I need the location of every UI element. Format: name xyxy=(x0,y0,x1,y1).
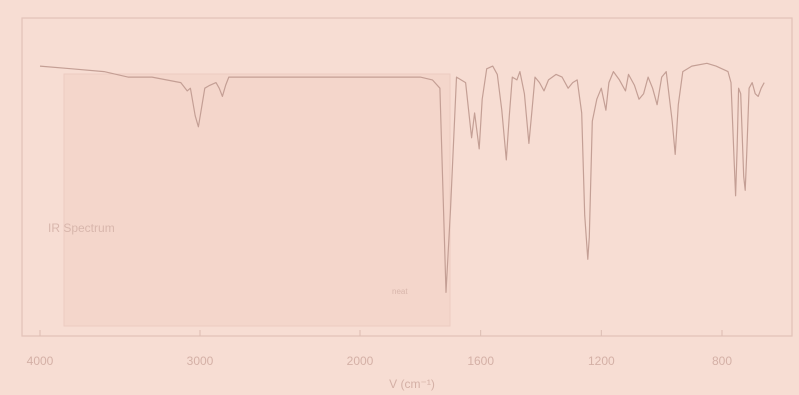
spectrum-annotation: IR Spectrum xyxy=(48,221,115,235)
x-tick-label: 1200 xyxy=(588,354,615,368)
inner-panel xyxy=(63,73,451,327)
x-axis-ticks: 4000 3000 2000 1600 1200 800 xyxy=(27,330,732,368)
x-tick-label: 1600 xyxy=(467,354,494,368)
x-tick-label: 800 xyxy=(712,354,732,368)
sample-annotation: neat xyxy=(392,287,408,296)
plot-frame xyxy=(21,17,793,337)
x-tick-label: 3000 xyxy=(187,354,214,368)
x-axis-title: V (cm⁻¹) xyxy=(389,377,435,391)
x-tick-label: 2000 xyxy=(347,354,374,368)
spectrum-line xyxy=(39,62,765,293)
x-tick-label: 4000 xyxy=(27,354,54,368)
